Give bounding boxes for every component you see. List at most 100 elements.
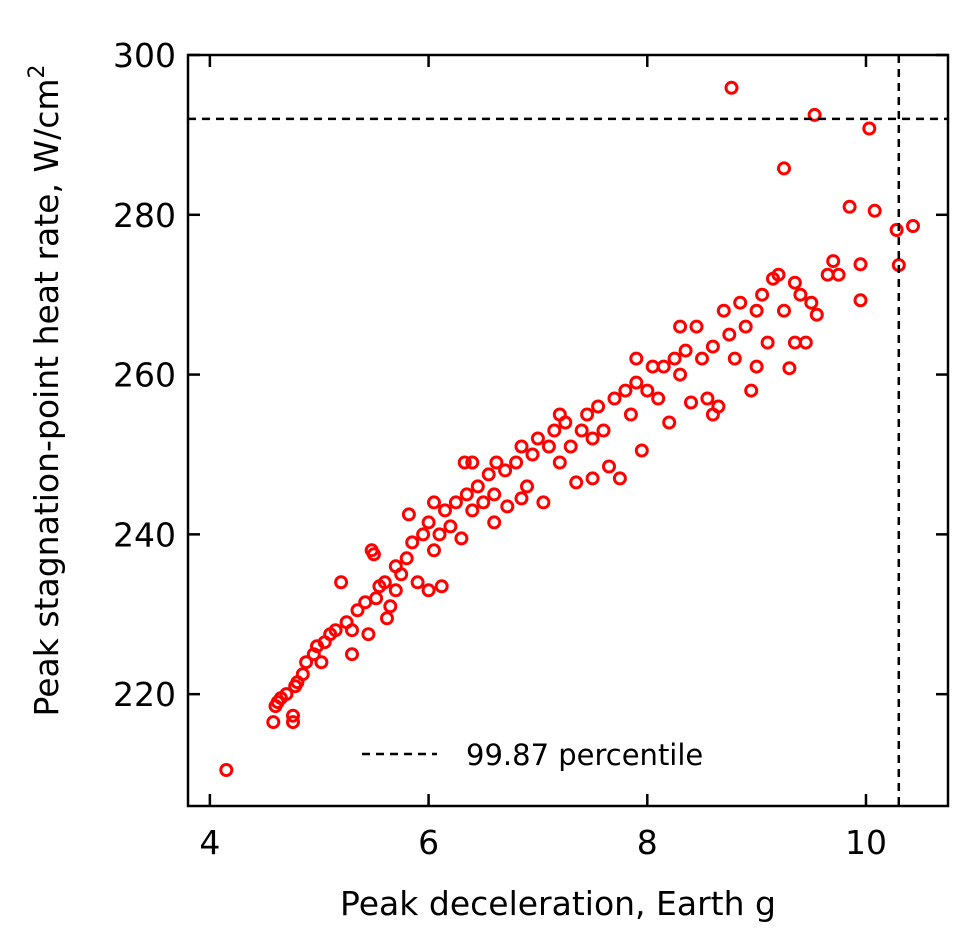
x-tick-label: 10: [845, 823, 887, 862]
data-point: [489, 455, 504, 470]
data-point: [427, 495, 441, 510]
data-point: [580, 407, 595, 422]
data-point: [361, 627, 376, 642]
data-point: [798, 335, 813, 350]
data-point: [591, 399, 606, 414]
data-point: [782, 361, 797, 376]
data-points: [219, 80, 920, 777]
data-point: [530, 431, 545, 446]
data-point: [369, 591, 384, 606]
y-tick-label: 300: [113, 36, 176, 75]
x-axis-label: Peak deceleration, Earth g: [340, 884, 776, 923]
data-point: [777, 303, 791, 318]
data-point: [623, 407, 638, 422]
data-point: [487, 487, 502, 502]
data-point: [481, 467, 496, 482]
data-point: [831, 267, 846, 282]
data-point: [552, 407, 567, 422]
data-point: [525, 447, 540, 462]
y-axis-label-superscript: 2: [25, 65, 50, 79]
data-point: [738, 319, 753, 334]
data-point: [607, 391, 622, 406]
data-point: [514, 439, 529, 454]
data-point: [520, 479, 534, 494]
data-point: [585, 471, 600, 486]
data-point: [716, 303, 731, 318]
data-point: [399, 551, 414, 566]
data-point: [345, 623, 359, 638]
data-point: [793, 287, 808, 302]
data-point: [656, 359, 671, 374]
data-point: [629, 351, 644, 366]
data-point: [705, 407, 720, 422]
data-point: [286, 715, 300, 730]
legend-entry-label: 99.87 percentile: [466, 738, 703, 772]
data-point: [334, 575, 349, 590]
data-point: [394, 567, 409, 582]
data-point: [645, 359, 660, 374]
data-point: [574, 423, 589, 438]
data-point: [421, 583, 436, 598]
data-point: [618, 383, 633, 398]
data-point: [295, 667, 310, 682]
data-point: [853, 257, 868, 272]
data-point: [787, 275, 802, 290]
data-point: [820, 267, 835, 282]
data-point: [476, 495, 491, 510]
data-point: [678, 343, 693, 358]
data-point: [536, 495, 551, 510]
data-point: [421, 515, 436, 530]
data-point: [366, 547, 381, 562]
data-point: [388, 583, 403, 598]
data-point: [760, 335, 775, 350]
data-point: [673, 367, 688, 382]
data-point: [552, 455, 567, 470]
y-tick-label: 220: [113, 675, 176, 714]
y-tick-label: 280: [113, 196, 176, 235]
data-point: [383, 599, 398, 614]
plot-frame: [186, 53, 950, 808]
data-point: [826, 254, 841, 269]
data-point: [612, 471, 627, 486]
data-point: [427, 543, 441, 558]
data-point: [405, 535, 420, 550]
data-point: [777, 161, 791, 176]
reference-lines: [188, 55, 948, 806]
data-point: [749, 359, 764, 374]
data-point: [722, 327, 737, 342]
data-point: [459, 487, 474, 502]
x-tick-label: 8: [637, 823, 658, 862]
data-point: [286, 708, 300, 723]
data-point: [862, 121, 877, 136]
legend: 99.87 percentile: [362, 738, 703, 772]
y-axis-label-text: Peak stagnation-point heat rate, W/cm: [27, 79, 66, 717]
data-point: [487, 515, 502, 530]
data-point: [842, 199, 857, 214]
data-point: [219, 763, 234, 777]
data-point: [755, 287, 770, 302]
data-point: [514, 491, 529, 506]
data-point: [771, 267, 786, 282]
data-point: [438, 503, 452, 518]
data-point: [889, 223, 904, 237]
data-point: [299, 655, 314, 670]
data-point: [724, 80, 739, 95]
data-point: [695, 351, 709, 366]
data-point: [640, 383, 655, 398]
x-tick-label: 4: [199, 823, 220, 862]
data-point: [749, 303, 764, 318]
data-point: [509, 455, 524, 470]
data-point: [279, 687, 294, 702]
data-point: [629, 375, 644, 390]
data-point: [651, 391, 666, 406]
data-point: [465, 455, 480, 470]
data-point: [733, 295, 748, 310]
y-tick-label: 260: [113, 356, 176, 395]
data-point: [443, 519, 458, 534]
data-point: [358, 595, 373, 610]
data-point: [266, 715, 281, 730]
data-point: [787, 335, 802, 350]
data-point: [328, 623, 343, 638]
data-point: [401, 507, 416, 522]
